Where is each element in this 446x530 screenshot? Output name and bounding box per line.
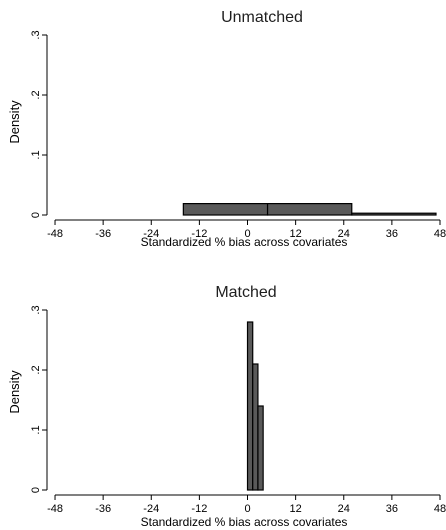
x-tick-label: 36 <box>386 503 398 515</box>
x-tick-label: -36 <box>95 503 111 515</box>
x-tick-label: 0 <box>244 228 250 240</box>
x-axis-label: Standardized % bias across covariates <box>141 235 348 249</box>
x-tick-label: -48 <box>47 228 63 240</box>
x-tick-label: 24 <box>338 228 350 240</box>
chart-title: Matched <box>215 284 276 301</box>
x-tick-label: 0 <box>244 503 250 515</box>
histogram-bar <box>252 363 259 491</box>
y-tick-label: .1 <box>30 150 42 159</box>
y-tick-label: 0 <box>30 487 42 493</box>
y-tick-label: .2 <box>30 90 42 99</box>
y-axis-label: Density <box>7 370 22 414</box>
chart-title: Unmatched <box>221 9 303 26</box>
unmatched-histogram-chart: Unmatched Density Standardized % bias ac… <box>7 9 446 249</box>
unmatched-histogram-panel: Unmatched Density Standardized % bias ac… <box>7 9 446 249</box>
y-axis-label: Density <box>7 100 22 144</box>
x-tick-label: 48 <box>434 228 446 240</box>
x-tick-label: 48 <box>434 503 446 515</box>
bars-group <box>182 203 437 216</box>
histogram-bar <box>182 203 269 216</box>
histogram-bar <box>246 321 254 491</box>
x-axis-label: Standardized % bias across covariates <box>141 515 348 529</box>
y-tick-label: .3 <box>30 30 42 39</box>
histogram-bar <box>351 212 437 216</box>
y-tick-label: 0 <box>30 212 42 218</box>
axes: 0 .1 .2 .3 -48 -36 -24 -12 0 12 24 36 48 <box>30 30 446 240</box>
x-tick-label: 24 <box>338 503 350 515</box>
x-tick-label: -12 <box>191 228 207 240</box>
x-tick-label: -24 <box>143 228 159 240</box>
y-tick-label: .2 <box>30 365 42 374</box>
x-tick-label: 12 <box>290 503 302 515</box>
histogram-bar <box>266 203 353 216</box>
axes: 0 .1 .2 .3 -48 -36 -24 -12 0 12 24 36 48 <box>30 305 446 515</box>
matched-histogram-chart: Matched Density Standardized % bias acro… <box>7 284 446 529</box>
x-tick-label: -48 <box>47 503 63 515</box>
x-tick-label: -12 <box>191 503 207 515</box>
bars-group <box>246 321 264 491</box>
x-tick-label: -24 <box>143 503 159 515</box>
y-tick-label: .1 <box>30 425 42 434</box>
y-tick-label: .3 <box>30 305 42 314</box>
x-tick-label: -36 <box>95 228 111 240</box>
x-tick-label: 36 <box>386 228 398 240</box>
histogram-bar <box>257 405 264 491</box>
x-tick-label: 12 <box>290 228 302 240</box>
matched-histogram-panel: Matched Density Standardized % bias acro… <box>0 265 446 530</box>
